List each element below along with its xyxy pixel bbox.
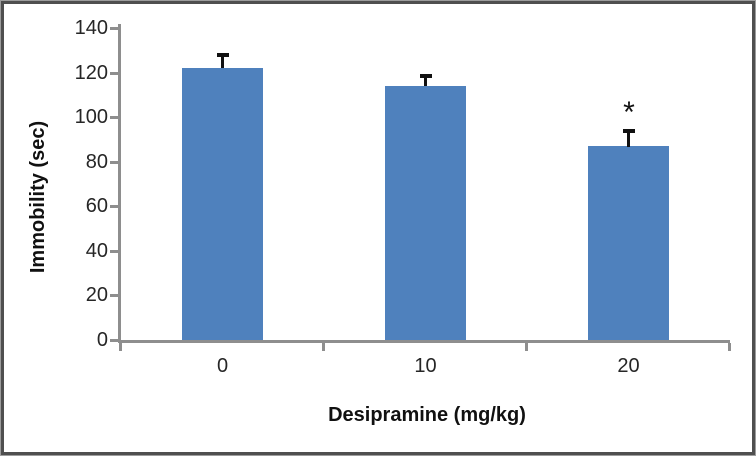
significance-asterisk: * — [623, 96, 635, 129]
y-axis-tick — [110, 205, 118, 208]
y-tick-label: 20 — [85, 284, 108, 306]
y-tick-label: 120 — [74, 62, 108, 84]
x-category-label: 10 — [414, 355, 437, 377]
y-axis-tick — [110, 27, 118, 30]
y-axis-tick — [110, 294, 118, 297]
bar — [385, 86, 466, 340]
y-tick-label: 100 — [74, 106, 108, 128]
x-axis-tick — [119, 343, 122, 351]
y-axis-line — [118, 24, 121, 343]
x-category-label: 0 — [216, 355, 229, 377]
y-axis-tick — [110, 72, 118, 75]
y-axis-tick — [110, 116, 118, 119]
x-category-label: 20 — [617, 355, 640, 377]
error-bar-cap — [217, 53, 229, 57]
error-bar-whisker — [221, 55, 224, 68]
error-bar-cap — [623, 129, 635, 133]
error-bar-whisker — [627, 131, 630, 147]
x-axis-tick — [525, 343, 528, 351]
bar — [588, 146, 669, 340]
y-axis-tick — [110, 161, 118, 164]
x-axis-title: Desipramine (mg/kg) — [328, 404, 526, 426]
y-axis-tick — [110, 339, 118, 342]
bar — [182, 68, 263, 340]
error-bar-cap — [420, 74, 432, 78]
y-tick-label: 60 — [85, 195, 108, 217]
x-axis-tick — [322, 343, 325, 351]
y-tick-label: 140 — [74, 17, 108, 39]
y-tick-label: 80 — [85, 151, 108, 173]
x-axis-tick — [728, 343, 731, 351]
y-tick-label: 0 — [96, 329, 108, 351]
error-bar-whisker — [424, 76, 427, 86]
y-tick-label: 40 — [85, 240, 108, 262]
x-axis-line — [118, 340, 730, 343]
y-axis-tick — [110, 250, 118, 253]
